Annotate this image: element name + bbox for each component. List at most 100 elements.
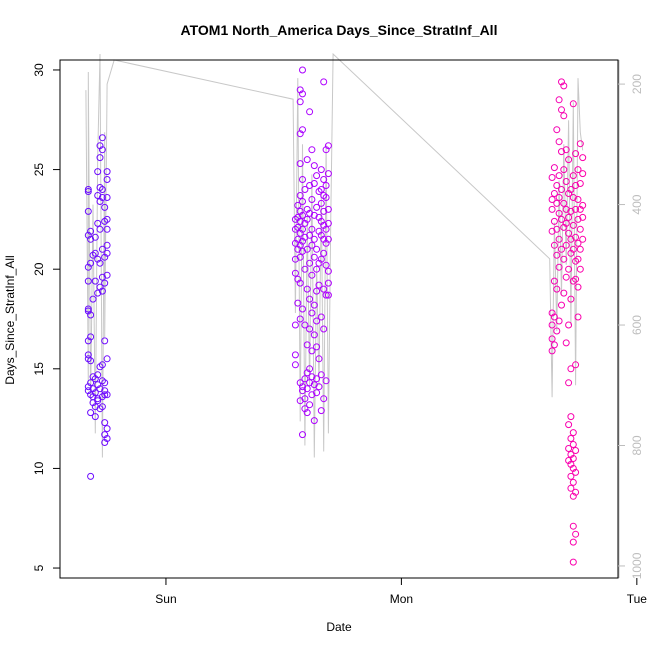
data-point: [91, 277, 99, 285]
data-point: [320, 395, 328, 403]
data-point: [306, 209, 314, 217]
data-point: [87, 259, 95, 267]
data-point: [98, 361, 106, 369]
data-point: [313, 343, 321, 351]
data-point: [87, 311, 95, 319]
data-point: [101, 337, 109, 345]
data-point: [562, 241, 570, 249]
data-point: [296, 229, 304, 237]
data-point: [313, 245, 321, 253]
data-point: [310, 235, 318, 243]
data-point: [558, 301, 565, 309]
data-point: [322, 146, 330, 154]
data-point: [299, 66, 306, 74]
data-point: [572, 468, 580, 476]
data-point: [308, 196, 316, 203]
data-point: [320, 285, 328, 293]
data-point: [299, 225, 306, 233]
data-point: [310, 381, 318, 389]
data-point: [94, 381, 102, 389]
data-point: [308, 373, 316, 381]
data-point: [317, 255, 325, 263]
data-point: [84, 277, 92, 285]
data-point: [550, 341, 558, 349]
data-point: [320, 78, 328, 86]
data-point: [569, 492, 577, 500]
data-point: [306, 365, 314, 373]
data-point: [306, 401, 314, 409]
data-point: [315, 188, 323, 195]
data-point: [296, 86, 304, 94]
data-point: [317, 313, 325, 321]
data-point: [574, 196, 582, 203]
data-point: [565, 156, 573, 164]
data-point: [103, 168, 111, 176]
data-point: [317, 371, 325, 379]
data-point: [572, 205, 580, 213]
data-point: [308, 347, 316, 355]
data-point: [322, 261, 330, 269]
data-point: [569, 100, 577, 108]
data-point: [84, 231, 92, 239]
data-point: [103, 249, 111, 257]
y-right-tick-label: 400: [630, 194, 644, 214]
data-point: [296, 379, 304, 387]
data-point: [553, 199, 561, 207]
data-point: [569, 245, 577, 253]
data-point: [84, 355, 92, 363]
x-tick-label: Tue: [627, 592, 648, 606]
data-point: [569, 221, 577, 229]
data-point: [315, 281, 323, 289]
data-point: [576, 245, 584, 253]
data-point: [313, 389, 321, 397]
data-point: [574, 255, 582, 263]
data-point: [103, 194, 111, 201]
data-point: [320, 249, 328, 257]
data-point: [569, 538, 577, 546]
y-right-tick-label: 200: [630, 74, 644, 94]
data-point: [296, 279, 304, 287]
y-tick-label: 30: [32, 63, 46, 77]
data-point: [562, 273, 570, 281]
data-point: [87, 227, 95, 235]
data-point: [94, 219, 102, 227]
data-point: [548, 309, 556, 317]
data-point: [558, 106, 565, 114]
data-point: [299, 211, 306, 219]
data-point: [94, 371, 102, 379]
data-point: [299, 176, 306, 183]
data-point: [89, 385, 97, 393]
data-point: [87, 472, 95, 480]
data-point: [548, 174, 556, 181]
data-point: [560, 166, 568, 174]
data-point: [310, 211, 318, 219]
data-point: [548, 335, 556, 343]
data-point: [301, 219, 309, 227]
data-point: [103, 425, 111, 433]
data-point: [96, 259, 104, 267]
data-point: [294, 201, 302, 209]
data-point: [555, 172, 563, 180]
data-point: [291, 361, 299, 369]
data-point: [306, 231, 314, 239]
data-point: [98, 377, 106, 385]
data-point: [299, 90, 306, 98]
data-point: [324, 291, 332, 299]
data-point: [567, 207, 575, 215]
data-point: [548, 196, 556, 203]
data-point: [322, 194, 330, 201]
data-point: [310, 180, 318, 187]
data-point: [91, 249, 99, 257]
data-point: [299, 126, 306, 134]
data-point: [567, 435, 575, 442]
data-point: [303, 245, 311, 253]
data-point: [317, 199, 325, 207]
data-point: [301, 321, 309, 329]
data-point: [296, 253, 304, 261]
data-point: [567, 365, 575, 373]
data-point: [317, 186, 325, 193]
data-point: [553, 285, 561, 293]
data-point: [310, 331, 318, 339]
data-point: [322, 225, 330, 233]
